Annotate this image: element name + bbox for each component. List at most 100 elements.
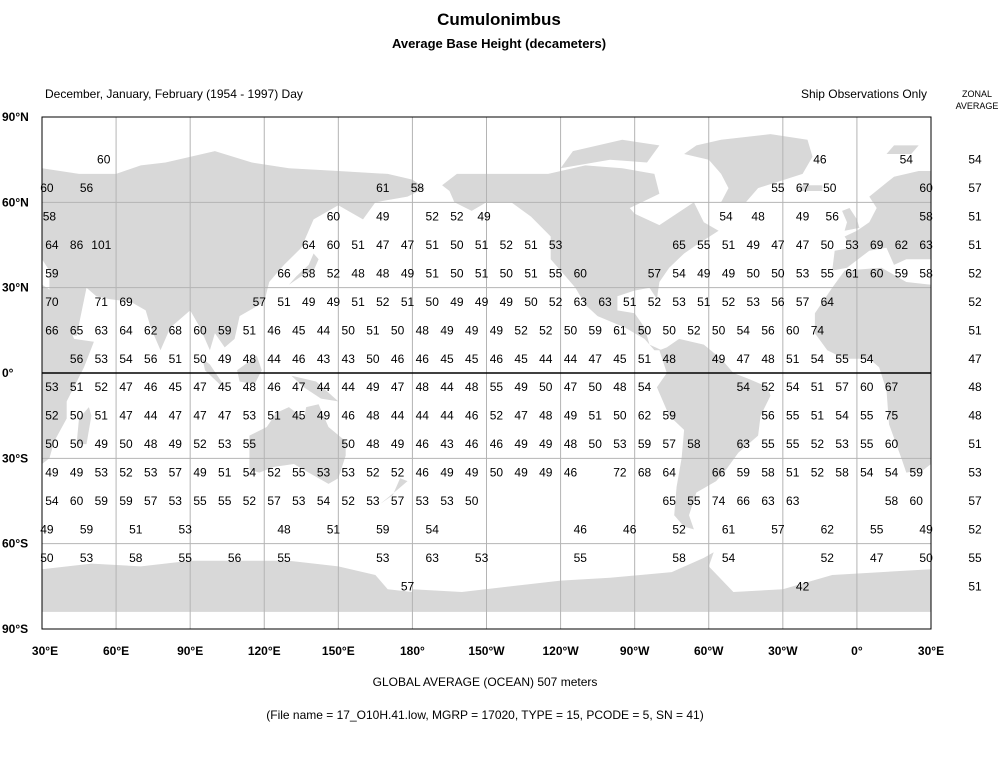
cell-value: 59: [376, 522, 390, 536]
cell-value: 50: [465, 494, 479, 508]
longitude-label: 120°W: [543, 644, 580, 658]
cell-value: 60: [910, 494, 924, 508]
cell-value: 60: [574, 266, 588, 280]
cell-value: 51: [95, 409, 109, 423]
cell-value: 55: [771, 181, 785, 195]
cell-value: 54: [737, 323, 751, 337]
cell-value: 44: [317, 380, 331, 394]
cell-value: 57: [391, 494, 405, 508]
cell-value: 49: [376, 210, 390, 224]
cell-value: 53: [243, 409, 257, 423]
cell-value: 47: [391, 380, 405, 394]
cell-value: 51: [426, 238, 440, 252]
cell-value: 47: [193, 380, 207, 394]
cell-value: 58: [43, 210, 57, 224]
cell-value: 50: [342, 437, 356, 451]
global-average-label: GLOBAL AVERAGE (OCEAN) 507 meters: [372, 675, 598, 689]
cell-value: 48: [351, 266, 365, 280]
cell-value: 46: [490, 352, 504, 366]
cell-value: 50: [40, 551, 54, 565]
cell-value: 48: [465, 380, 479, 394]
cell-value: 51: [638, 352, 652, 366]
cell-value: 51: [811, 380, 825, 394]
cell-value: 59: [95, 494, 109, 508]
latitude-label: 0°: [2, 366, 14, 380]
land-layer: [0, 134, 998, 612]
cell-value: 59: [638, 437, 652, 451]
cell-value: 49: [401, 266, 415, 280]
cell-value: 54: [45, 494, 59, 508]
cell-value: 61: [722, 522, 736, 536]
cell-value: 47: [514, 409, 528, 423]
cell-value: 49: [712, 352, 726, 366]
cell-value: 86: [70, 238, 84, 252]
cell-value: 53: [179, 522, 193, 536]
cell-value: 55: [786, 437, 800, 451]
cell-value: 58: [672, 551, 686, 565]
cell-value: 49: [450, 295, 464, 309]
cell-value: 52: [811, 437, 825, 451]
zonal-average-value: 48: [968, 409, 982, 423]
cell-value: 46: [416, 466, 430, 480]
land-europe-west: [0, 171, 42, 271]
season-period-label: December, January, February (1954 - 1997…: [45, 87, 303, 101]
map-border: [41, 116, 932, 630]
cell-value: 53: [475, 551, 489, 565]
longitude-label: 30°W: [768, 644, 798, 658]
cell-value: 49: [193, 466, 207, 480]
cell-value: 52: [811, 466, 825, 480]
cell-value: 49: [45, 466, 59, 480]
cell-value: 51: [243, 323, 257, 337]
cell-value: 58: [919, 266, 933, 280]
cell-value: 55: [218, 494, 232, 508]
cell-value: 53: [835, 437, 849, 451]
cell-value: 59: [119, 494, 133, 508]
cell-value: 49: [490, 323, 504, 337]
cell-value: 55: [761, 437, 775, 451]
cell-value: 55: [243, 437, 257, 451]
cell-value: 64: [663, 466, 677, 480]
observation-source-label: Ship Observations Only: [800, 87, 927, 101]
cell-value: 47: [870, 551, 884, 565]
cell-value: 48: [416, 380, 430, 394]
cell-value: 49: [697, 266, 711, 280]
land-asia-europe: [931, 151, 998, 350]
cell-value: 45: [465, 352, 479, 366]
cell-value: 60: [327, 210, 341, 224]
cell-value: 43: [317, 352, 331, 366]
cell-value: 50: [500, 266, 514, 280]
cell-value: 50: [426, 295, 440, 309]
cell-value: 52: [549, 295, 563, 309]
cell-value: 71: [95, 295, 109, 309]
cell-value: 58: [411, 181, 425, 195]
cell-value: 50: [342, 323, 356, 337]
cell-value: 52: [243, 494, 257, 508]
cell-value: 44: [144, 409, 158, 423]
cell-value: 42: [796, 579, 810, 593]
cell-value: 45: [169, 380, 183, 394]
cell-value: 53: [45, 380, 59, 394]
cell-value: 49: [475, 295, 489, 309]
land-south-america: [656, 338, 771, 530]
cell-value: 51: [401, 295, 415, 309]
cell-value: 64: [45, 238, 59, 252]
cell-value: 56: [80, 181, 94, 195]
cell-value: 52: [327, 266, 341, 280]
cell-value: 60: [70, 494, 84, 508]
cell-value: 60: [193, 323, 207, 337]
cell-value: 55: [870, 522, 884, 536]
cell-value: 45: [292, 323, 306, 337]
cell-value: 64: [119, 323, 133, 337]
cell-value: 55: [277, 551, 291, 565]
cell-value: 51: [475, 238, 489, 252]
cell-value: 50: [70, 409, 84, 423]
cell-value: 60: [860, 380, 874, 394]
cell-value: 51: [129, 522, 143, 536]
zonal-average-value: 52: [968, 522, 982, 536]
cell-value: 60: [870, 266, 884, 280]
cell-value: 50: [821, 238, 835, 252]
cell-value: 54: [737, 380, 751, 394]
cell-value: 46: [623, 522, 637, 536]
map-title: Cumulonimbus: [437, 10, 561, 29]
cell-value: 53: [440, 494, 454, 508]
